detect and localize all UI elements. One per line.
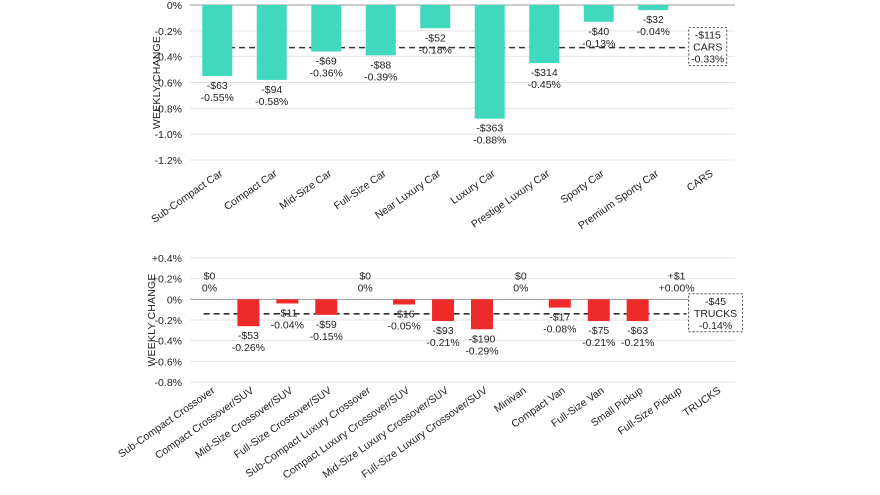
data-label-percent: -0.13%: [582, 38, 615, 50]
data-label-percent: -0.29%: [465, 345, 498, 357]
data-label-percent: +0.00%: [659, 282, 695, 294]
data-label-percent: -0.21%: [621, 337, 654, 349]
y-tick-label: +0.2%: [152, 274, 182, 286]
bar: [529, 5, 560, 64]
data-label-dollar: -$52: [425, 32, 446, 44]
data-label-dollar: -$53: [238, 330, 259, 342]
bar: [237, 299, 260, 327]
data-label-dollar: $0: [359, 270, 371, 282]
data-label-dollar: $0: [204, 270, 216, 282]
bar: [393, 299, 416, 305]
summary-box-line: -$45: [705, 296, 726, 308]
x-category-label: Compact Car: [222, 167, 280, 213]
data-label-percent: -0.26%: [232, 342, 265, 354]
y-tick-label: +0.4%: [152, 253, 182, 265]
summary-box-line: -0.33%: [691, 54, 724, 66]
x-category-label: TRUCKS: [681, 385, 723, 420]
data-label-dollar: -$88: [370, 59, 391, 71]
data-label-dollar: -$93: [433, 325, 454, 337]
data-label-percent: -0.04%: [637, 26, 670, 38]
y-tick-label: -0.6%: [155, 356, 182, 368]
summary-box-line: TRUCKS: [694, 308, 737, 320]
data-label-percent: -0.21%: [426, 337, 459, 349]
bar: [587, 299, 610, 322]
data-label-percent: -0.18%: [419, 44, 452, 56]
x-category-label: CARS: [685, 168, 716, 195]
data-label-dollar: +$1: [668, 270, 686, 282]
data-label-dollar: -$314: [531, 67, 558, 79]
data-label-dollar: -$363: [476, 123, 503, 135]
data-label-dollar: -$59: [316, 319, 337, 331]
data-label-dollar: -$17: [549, 312, 570, 324]
y-axis-title: WEEKLY CHANGE: [151, 36, 163, 129]
data-label-dollar: -$94: [261, 84, 282, 96]
cars-chart: 0% -0.2% -0.4% -0.6% -0.8% -1.0% -1.2% WEEKLY C…: [149, 0, 735, 232]
bar: [474, 5, 505, 119]
y-tick-label: -0.8%: [155, 377, 182, 389]
bar: [276, 299, 299, 304]
bar: [202, 5, 233, 77]
bar: [315, 299, 338, 315]
y-tick-label: -0.4%: [155, 336, 182, 348]
y-tick-label: -0.8%: [155, 103, 182, 115]
data-label-percent: -0.04%: [271, 319, 304, 331]
data-label-percent: -0.08%: [543, 324, 576, 336]
y-tick-label: -0.4%: [155, 52, 182, 64]
data-label-dollar: -$16: [394, 309, 415, 321]
y-tick-label: -1.2%: [155, 155, 182, 167]
y-tick-label: -0.2%: [155, 315, 182, 327]
x-category-label: Sub-Compact Car: [149, 167, 225, 225]
summary-box: [688, 293, 744, 333]
data-label-percent: -0.36%: [310, 68, 343, 80]
data-label-percent: -0.55%: [201, 92, 234, 104]
y-tick-label: 0%: [167, 0, 182, 12]
data-label-percent: -0.45%: [528, 79, 561, 91]
x-category-label: Mid-Size Car: [277, 167, 334, 212]
data-label-percent: -0.88%: [473, 135, 506, 147]
summary-box-line: CARS: [693, 42, 722, 54]
bar: [583, 5, 614, 22]
data-label-dollar: -$11: [277, 307, 297, 319]
bar: [256, 5, 287, 80]
data-label-percent: -0.21%: [582, 337, 615, 349]
bar: [365, 5, 396, 56]
x-category-label: Sporty Car: [558, 167, 606, 206]
bar: [420, 5, 451, 29]
data-label-percent: 0%: [358, 282, 373, 294]
y-axis-title: WEEKLY CHANGE: [146, 273, 158, 366]
bar: [432, 299, 455, 322]
y-tick-label: -0.6%: [155, 78, 182, 90]
trucks-chart: +0.4% +0.2% 0% -0.2% -0.4% -0.6% -0.8% WEEKLY C…: [116, 253, 744, 481]
summary-box: [688, 27, 728, 67]
data-label-dollar: -$69: [316, 56, 337, 68]
data-label-dollar: -$63: [627, 325, 648, 337]
y-tick-label: 0%: [167, 294, 182, 306]
data-label-percent: 0%: [202, 282, 217, 294]
data-label-percent: 0%: [513, 282, 528, 294]
bar: [626, 299, 649, 322]
summary-box-line: -$115: [695, 30, 721, 42]
data-label-percent: -0.39%: [364, 71, 397, 83]
bar: [638, 5, 669, 11]
data-label-percent: -0.15%: [310, 331, 343, 343]
x-category-label: Luxury Car: [449, 167, 498, 207]
bar: [311, 5, 342, 52]
data-label-percent: -0.58%: [255, 96, 288, 108]
data-label-dollar: -$63: [207, 80, 228, 92]
data-label-dollar: $0: [515, 270, 527, 282]
y-tick-label: -0.2%: [155, 26, 182, 38]
data-label-dollar: -$190: [469, 333, 496, 345]
bar: [548, 299, 571, 308]
summary-box-line: -0.14%: [699, 320, 732, 332]
y-tick-label: -1.0%: [155, 129, 182, 141]
data-label-percent: -0.05%: [387, 321, 420, 333]
data-label-dollar: -$75: [588, 325, 609, 337]
data-label-dollar: -$32: [643, 14, 664, 26]
data-label-dollar: -$40: [588, 26, 609, 38]
bar: [470, 299, 493, 330]
